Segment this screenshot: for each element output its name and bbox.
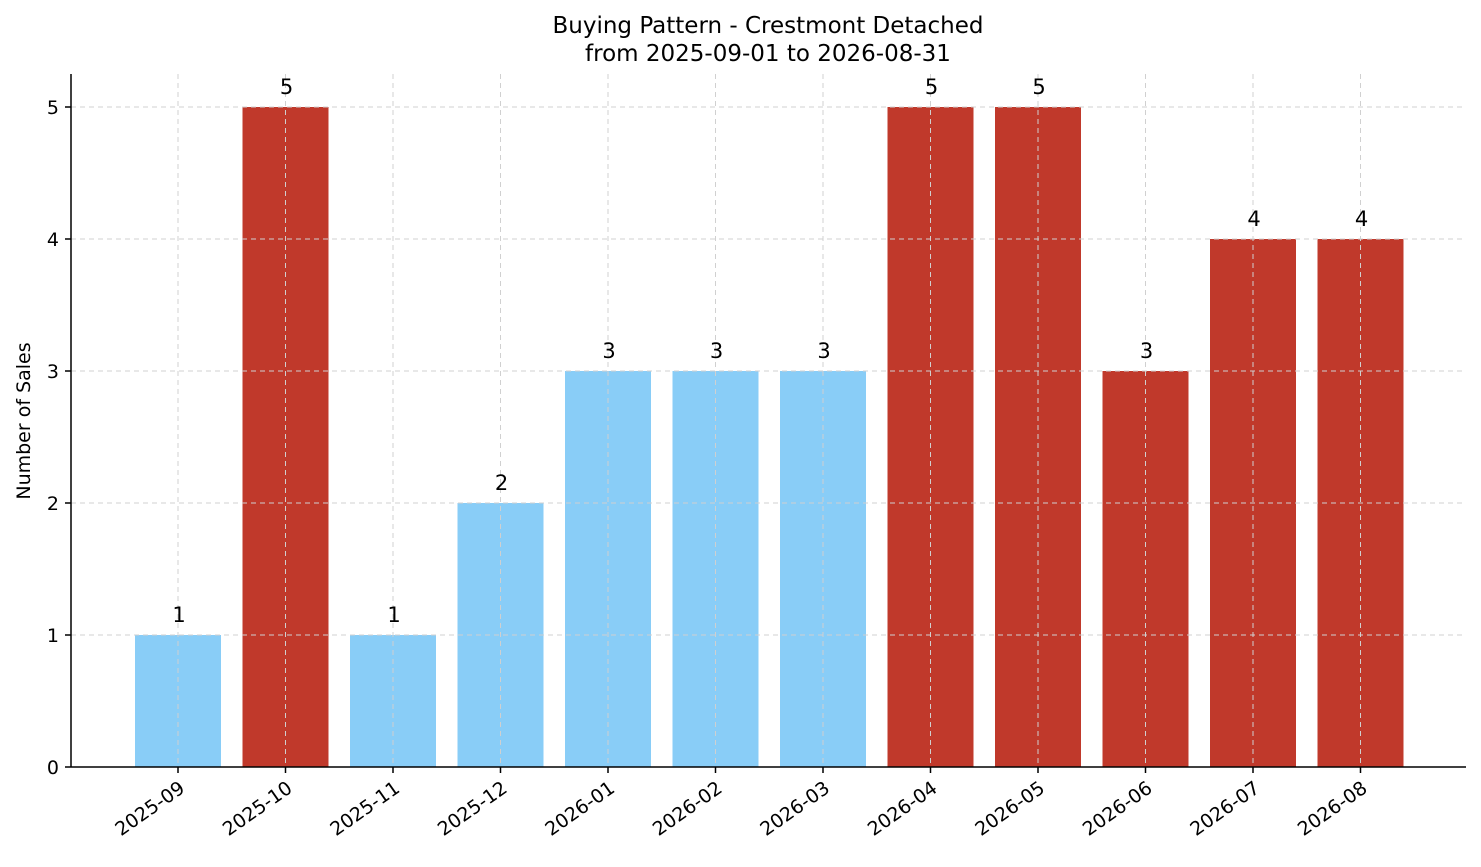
x-tick-label: 2025-09	[111, 777, 189, 841]
bar-value-label: 2	[495, 471, 508, 495]
bar-value-label: 1	[172, 603, 185, 627]
y-axis-label: Number of Sales	[13, 342, 35, 499]
y-tick-label: 5	[47, 97, 59, 119]
chart-title: Buying Pattern - Crestmont Detached	[552, 13, 983, 39]
x-tick-label: 2026-07	[1186, 777, 1264, 841]
grid-layer	[71, 74, 1466, 767]
y-tick-label: 2	[47, 493, 59, 515]
bar-value-label: 5	[1032, 75, 1045, 99]
y-tick-label: 0	[47, 757, 59, 779]
bars-layer	[135, 107, 1404, 767]
bar-value-label: 3	[710, 339, 723, 363]
x-tick-label: 2025-12	[434, 777, 512, 841]
x-tick-label: 2026-02	[649, 777, 727, 841]
bar-value-label: 3	[1140, 339, 1153, 363]
x-tick-label: 2026-01	[541, 777, 619, 841]
bar-value-label: 5	[925, 75, 938, 99]
x-tick-label: 2026-03	[756, 777, 834, 841]
x-tick-label: 2026-08	[1294, 777, 1372, 841]
y-tick-label: 3	[47, 361, 59, 383]
x-tick-label: 2026-06	[1079, 777, 1157, 841]
bar-value-label: 5	[280, 75, 293, 99]
chart-subtitle: from 2025-09-01 to 2026-08-31	[585, 41, 951, 67]
y-tick-label: 4	[47, 229, 59, 251]
bar-value-label: 4	[1247, 207, 1260, 231]
x-tick-label: 2026-05	[971, 777, 1049, 841]
x-tick-label: 2025-10	[219, 777, 297, 841]
x-tick-label: 2026-04	[864, 777, 942, 841]
bar-value-label: 3	[817, 339, 830, 363]
bar-value-label: 1	[387, 603, 400, 627]
bar-value-label: 3	[602, 339, 615, 363]
labels-layer: 1 5 1 2 3 3 3 5 5 3 4 4	[172, 75, 1368, 627]
x-tick-label: 2025-11	[326, 777, 404, 841]
y-tick-label: 1	[47, 625, 59, 647]
bar-value-label: 4	[1355, 207, 1368, 231]
